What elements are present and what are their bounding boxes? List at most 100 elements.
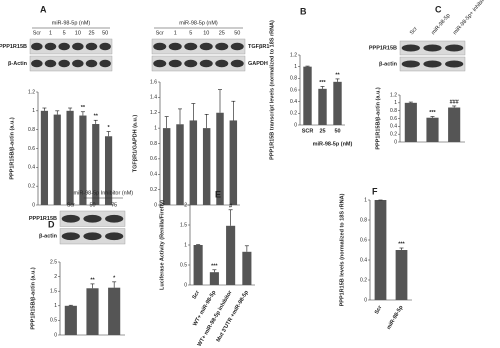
blot-band xyxy=(44,59,57,68)
blot-band xyxy=(230,42,244,51)
y-tick-label: 1 xyxy=(184,242,187,248)
y-axis-label: TGFβR1/GAPDH (a.u.) xyxy=(132,115,138,173)
blot-band xyxy=(99,42,111,51)
y-tick-label: 0 xyxy=(184,282,187,288)
x-tick-label: miR-98-5p xyxy=(386,304,405,331)
blot-band xyxy=(85,59,98,68)
x-tick-label: 25 xyxy=(319,128,325,134)
y-tick-label: 0 xyxy=(54,332,57,338)
y-axis-label: PPP1R15B levels (normalized to 18S rRNA) xyxy=(339,193,345,306)
blot-band xyxy=(72,42,84,51)
blot-band xyxy=(401,44,420,52)
blot-band xyxy=(85,42,98,51)
y-tick-label: 1.6 xyxy=(150,79,157,85)
panel-letter: B xyxy=(300,6,307,16)
y-tick-label: 0 xyxy=(364,297,367,303)
x-tick-label: Scr xyxy=(191,289,201,300)
bar xyxy=(53,114,61,205)
panel-letter: D xyxy=(48,219,55,229)
bar xyxy=(86,288,99,335)
blot-header: miR-98-5p (nM) xyxy=(179,20,218,26)
y-tick-label: 0.4 xyxy=(290,99,297,105)
blot-band xyxy=(72,59,84,68)
bar xyxy=(448,107,461,142)
blot-band xyxy=(168,59,182,68)
x-tick-label: Mut 3'UTR +miR-98-5p xyxy=(216,289,251,343)
x-axis-label: miR-98-5p (nM) xyxy=(313,141,353,147)
bar xyxy=(193,245,203,285)
y-tick-label: 0.8 xyxy=(290,76,297,82)
y-tick-label: 0.8 xyxy=(360,217,367,223)
blot-strip xyxy=(29,55,113,72)
bar xyxy=(395,250,408,300)
lane-label: 50 xyxy=(102,30,108,36)
bar xyxy=(404,102,417,142)
bar xyxy=(333,81,342,125)
panel-letter: C xyxy=(435,4,442,14)
y-tick-label: 0 xyxy=(32,202,35,208)
y-tick-label: 0.8 xyxy=(150,141,157,147)
y-tick-label: 0 xyxy=(154,202,157,208)
blot-band xyxy=(184,42,198,51)
blot-band xyxy=(105,214,124,223)
y-tick-label: 0.6 xyxy=(290,87,297,93)
row-label: PPP1R15B xyxy=(29,216,57,222)
lane-label: miR-98-5p xyxy=(431,13,452,37)
bar xyxy=(189,120,198,205)
blot-band xyxy=(153,59,167,68)
significance: *** xyxy=(398,241,405,247)
bar xyxy=(92,124,100,205)
lane-label: 1 xyxy=(49,30,52,36)
bar xyxy=(229,120,238,205)
x-tick-label: Scr xyxy=(374,304,384,315)
bar xyxy=(104,136,113,205)
lane-label: 50 xyxy=(234,30,240,36)
row-label: TGFβR1 xyxy=(248,44,269,50)
y-tick-label: 0.4 xyxy=(390,124,397,130)
y-tick-label: 0.6 xyxy=(390,116,397,122)
lane-label: 10 xyxy=(75,30,81,36)
row-label: PPP1R15B xyxy=(0,44,27,50)
bar xyxy=(426,117,439,142)
y-tick-label: 1 xyxy=(54,303,57,309)
lane-label: 25 xyxy=(88,30,94,36)
significance: ** xyxy=(81,105,86,111)
y-tick-label: 0.8 xyxy=(390,108,397,114)
blot-band xyxy=(153,42,167,51)
y-tick-label: 1.2 xyxy=(390,92,397,98)
y-tick-label: 1.5 xyxy=(180,222,187,228)
bar xyxy=(66,110,74,205)
blot-band xyxy=(230,59,244,68)
bar xyxy=(40,110,49,205)
lane-label: 1 xyxy=(174,30,177,36)
blot-strip xyxy=(151,55,246,72)
y-tick-label: 0.2 xyxy=(390,131,397,137)
y-tick-label: 1.5 xyxy=(50,289,57,295)
blot-band xyxy=(58,42,70,51)
y-tick-label: 0.4 xyxy=(28,165,35,171)
blot-strip xyxy=(29,38,113,55)
blot-band xyxy=(401,60,420,68)
lane-label: Scr xyxy=(156,30,164,36)
y-tick-label: 0 xyxy=(294,122,297,128)
y-tick-label: 1 xyxy=(394,100,397,106)
blot-band xyxy=(105,232,124,241)
bar xyxy=(162,128,171,205)
y-tick-label: 2 xyxy=(184,202,187,208)
bar xyxy=(374,200,387,300)
blot-band xyxy=(215,59,229,68)
bar xyxy=(216,112,224,205)
blot-band xyxy=(445,60,464,68)
y-axis-label: PPP1R15B/β-actin (a.u.) xyxy=(375,87,381,150)
y-tick-label: 0.5 xyxy=(50,318,57,324)
significance: * xyxy=(108,125,111,131)
y-tick-label: 1 xyxy=(364,197,367,203)
y-tick-label: 0.6 xyxy=(28,146,35,152)
blot-band xyxy=(423,44,442,52)
y-tick-label: 0.2 xyxy=(150,187,157,193)
blot-header: miR-98-5p (nM) xyxy=(52,20,91,26)
y-axis-label: PPP1R15B transcript levels (normalized t… xyxy=(269,20,275,160)
bar xyxy=(176,124,184,205)
y-tick-label: 1.2 xyxy=(150,110,157,116)
lane-label: 50 xyxy=(89,202,95,208)
